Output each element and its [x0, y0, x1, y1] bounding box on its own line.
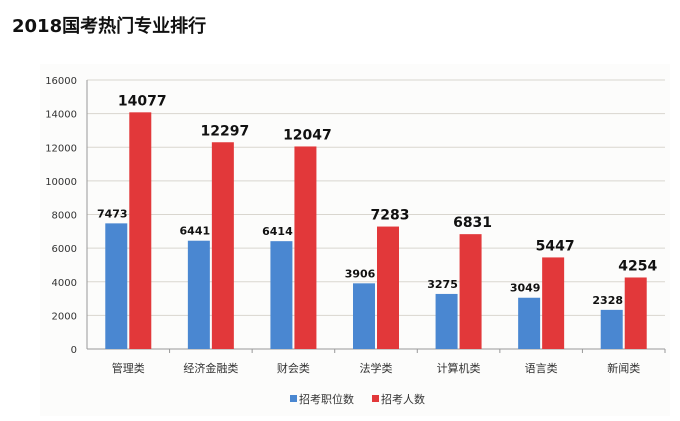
bar-positions [353, 283, 375, 349]
y-tick-label: 6000 [52, 244, 77, 255]
data-label: 4254 [618, 258, 657, 274]
data-label: 2328 [592, 294, 623, 307]
y-tick-label: 8000 [52, 211, 77, 222]
bar-applicants [377, 226, 399, 349]
legend-swatch [290, 395, 297, 402]
bar-applicants [211, 142, 234, 349]
bar-positions [518, 297, 541, 349]
y-tick-label: 12000 [45, 143, 77, 154]
bar-applicants [129, 112, 152, 349]
x-tick-label: 财会类 [277, 361, 310, 375]
bar-applicants [459, 234, 482, 349]
bar-positions [435, 293, 458, 349]
data-label: 12297 [200, 123, 249, 139]
bar-positions [187, 240, 210, 349]
y-tick-label: 16000 [45, 76, 77, 87]
data-label: 3906 [345, 267, 376, 280]
x-tick-label: 经济金融类 [183, 361, 238, 375]
data-label: 7283 [371, 208, 410, 224]
data-label: 12047 [283, 127, 332, 143]
data-label: 5447 [536, 238, 575, 254]
data-label: 14077 [118, 93, 167, 109]
x-tick-label: 新闻类 [607, 361, 640, 375]
bar-positions [270, 241, 293, 349]
y-tick-label: 14000 [45, 110, 77, 121]
bar-applicants [294, 146, 317, 349]
legend-label: 招考职位数 [299, 392, 354, 406]
legend-label: 招考人数 [381, 392, 425, 406]
bar-positions [105, 223, 128, 349]
x-tick-label: 管理类 [112, 361, 145, 375]
x-tick-label: 计算机类 [437, 361, 481, 375]
bar-positions [600, 309, 623, 349]
page-title: 2018国考热门专业排行 [12, 16, 207, 37]
x-tick-label: 语言类 [525, 361, 558, 375]
data-label: 6831 [453, 215, 492, 231]
data-label: 6414 [262, 225, 293, 238]
y-tick-label: 4000 [52, 278, 77, 289]
legend-swatch [372, 395, 379, 402]
y-tick-label: 10000 [45, 177, 77, 188]
y-tick-label: 2000 [52, 311, 77, 322]
data-label: 3049 [510, 282, 541, 295]
data-label: 6441 [180, 225, 211, 238]
data-label: 7473 [97, 207, 128, 220]
y-tick-label: 0 [71, 345, 77, 356]
bar-applicants [542, 257, 565, 349]
data-label: 3275 [427, 278, 458, 291]
x-tick-label: 法学类 [360, 361, 393, 375]
bar-applicants [624, 277, 647, 349]
